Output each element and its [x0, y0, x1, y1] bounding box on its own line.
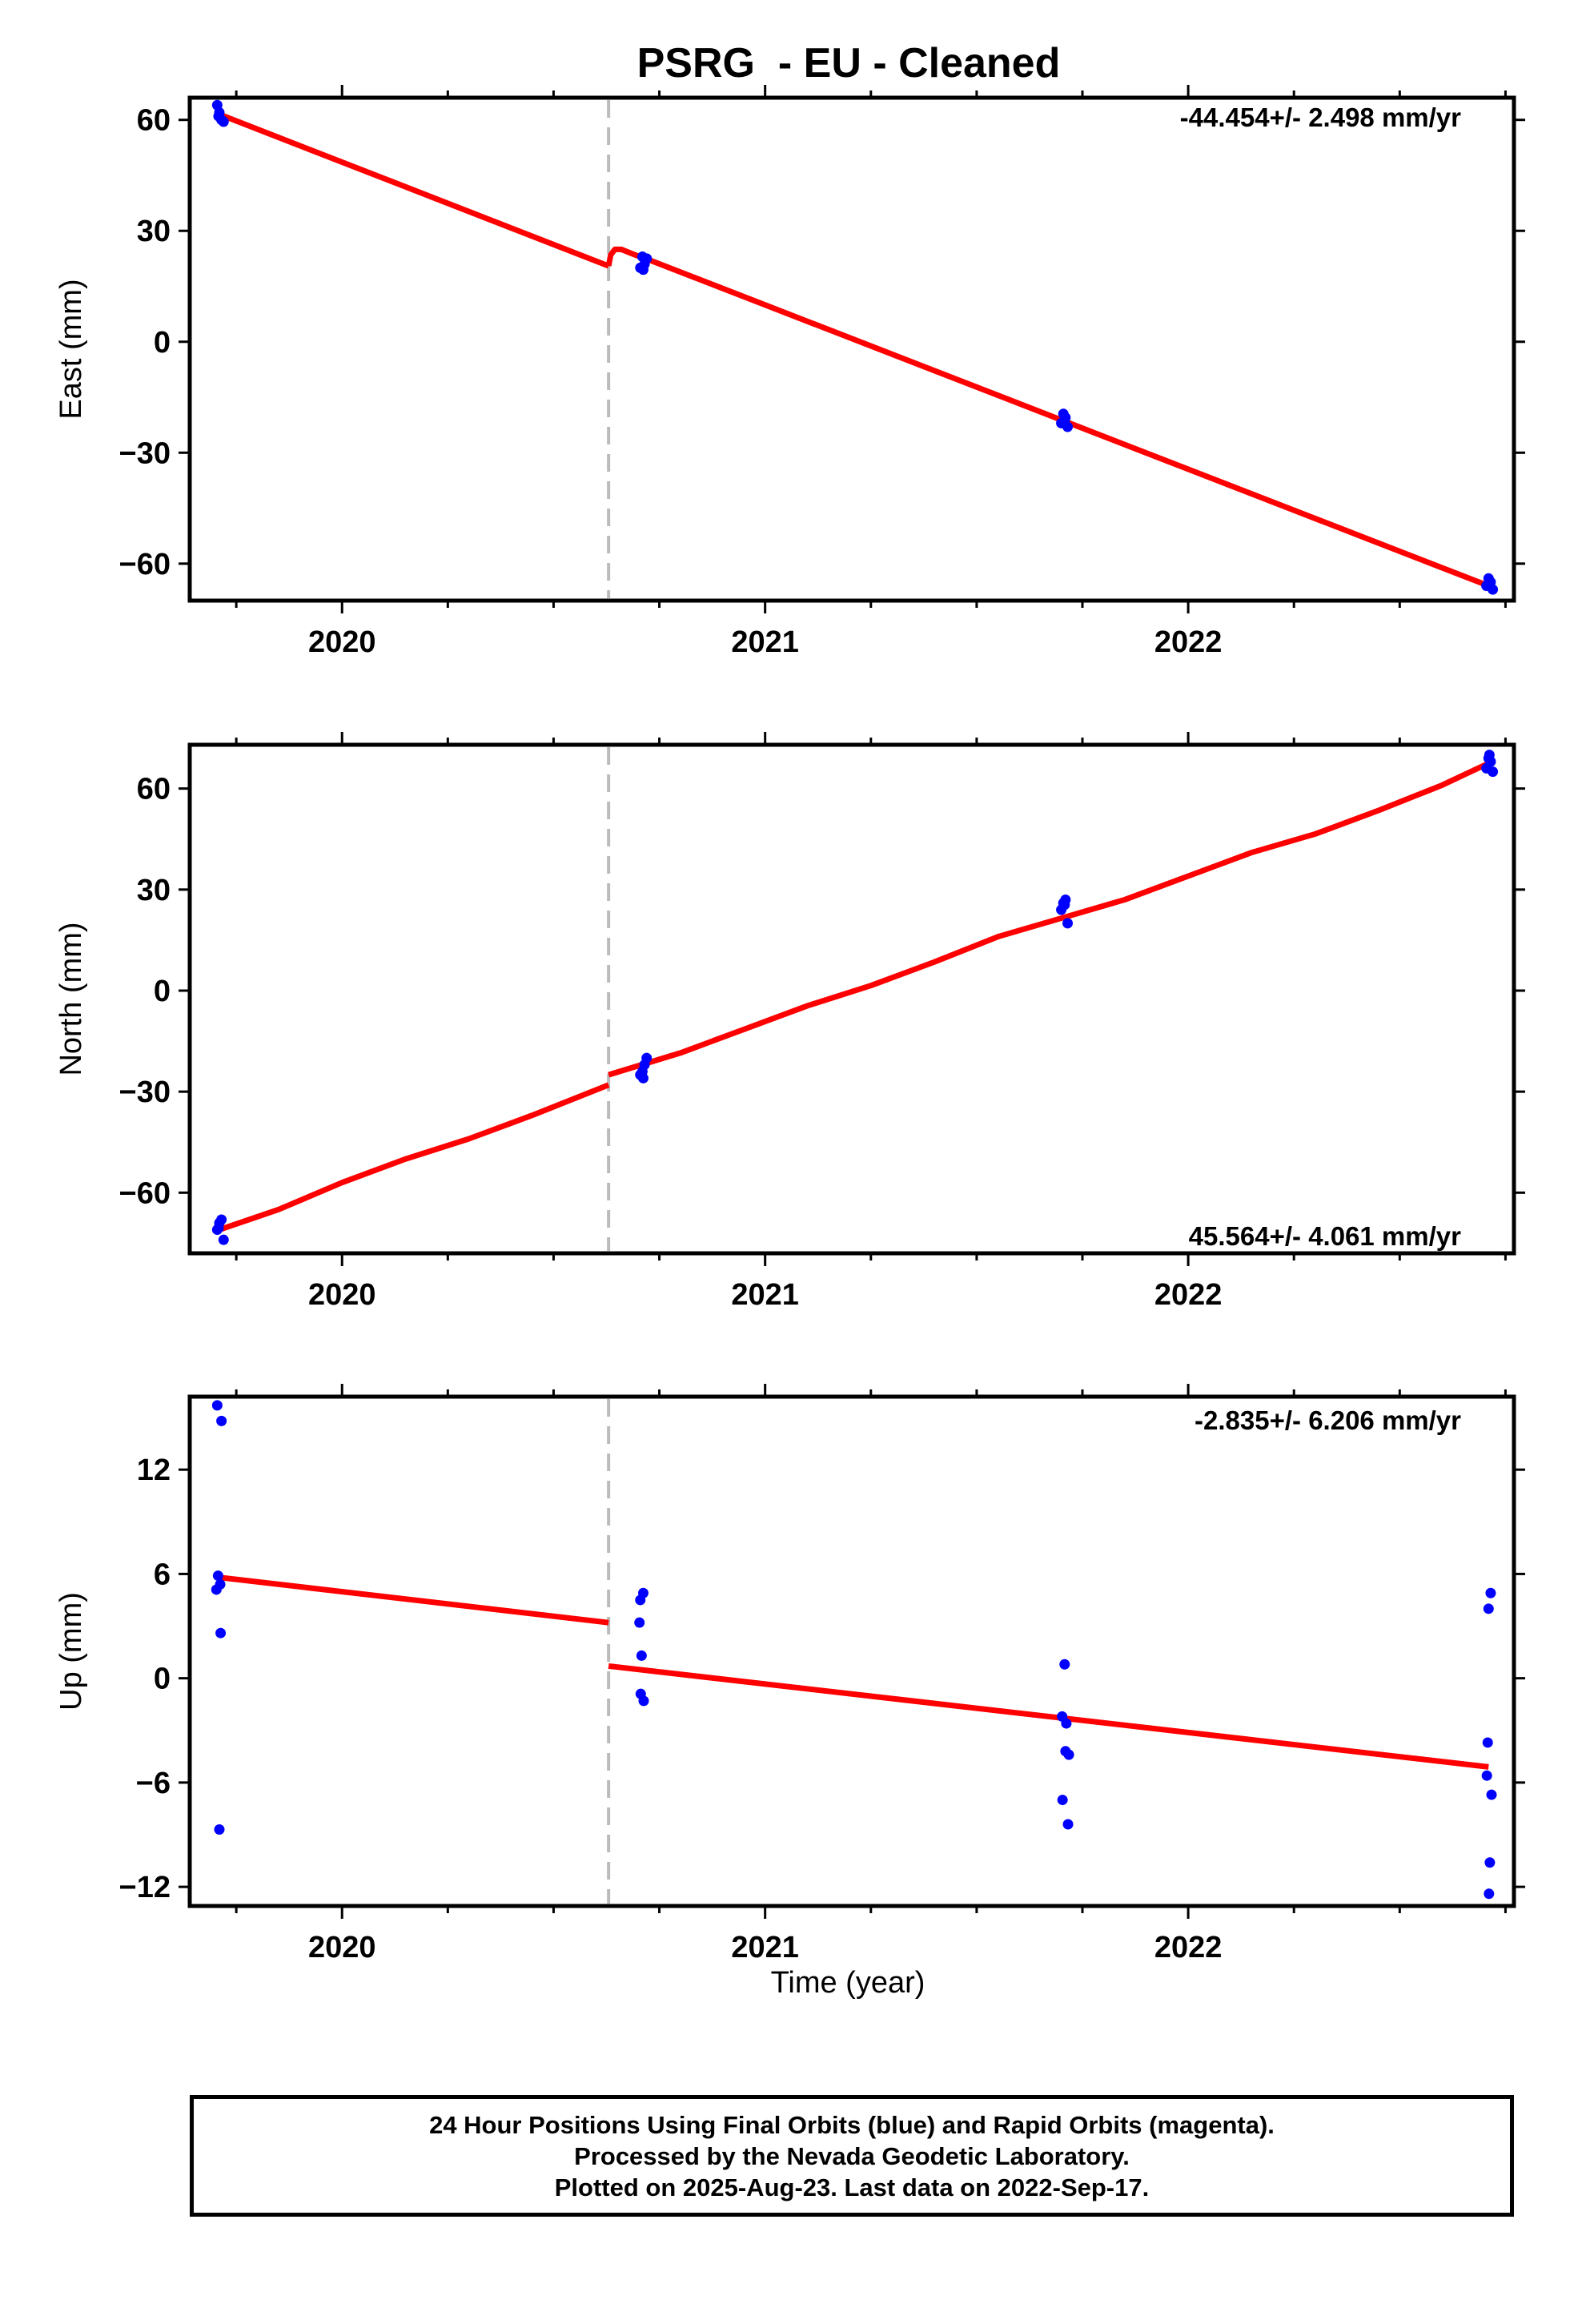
- position-point: [1485, 1587, 1496, 1598]
- y-tick-label: −30: [119, 436, 171, 470]
- plot-frame: [187, 95, 1516, 603]
- fit-line-segment: [219, 1574, 609, 1626]
- y-tick-label: 0: [154, 1663, 171, 1696]
- position-point: [1059, 1659, 1070, 1670]
- position-point: [637, 1587, 648, 1598]
- position-point: [216, 1214, 227, 1225]
- position-point: [216, 1415, 227, 1426]
- x-tick-label: 2020: [308, 1278, 376, 1312]
- y-axis-label: North (mm): [54, 922, 88, 1076]
- position-point: [1057, 1795, 1068, 1806]
- position-point: [1488, 766, 1499, 778]
- x-tick-label: 2022: [1154, 1931, 1223, 1964]
- caption-line-3: Plotted on 2025-Aug-23. Last data on 202…: [554, 2173, 1150, 2201]
- x-tick-label: 2021: [731, 1278, 799, 1312]
- position-point: [634, 1617, 645, 1628]
- x-tick-label: 2021: [731, 1931, 799, 1964]
- position-point: [1063, 1749, 1074, 1760]
- position-point: [641, 253, 652, 264]
- position-point: [1482, 1737, 1493, 1748]
- position-point: [215, 1578, 226, 1590]
- position-point: [213, 1222, 224, 1233]
- fit-line-segment: [218, 111, 610, 269]
- position-point: [1486, 1789, 1497, 1800]
- position-point: [636, 1650, 647, 1661]
- fit-line-segment: [608, 1663, 1489, 1770]
- caption-line-2: Processed by the Nevada Geodetic Laborat…: [574, 2141, 1130, 2170]
- position-point: [213, 111, 224, 122]
- y-tick-label: 0: [154, 975, 171, 1008]
- up-panel: 12 6 0 −6 −12 2020 2021 2022 Up (mm) -2.835+/- 6.…: [54, 1384, 1525, 1964]
- x-tick-label: 2022: [1154, 625, 1223, 659]
- y-tick-label: 30: [137, 215, 171, 248]
- position-point: [1484, 1857, 1496, 1868]
- position-point: [215, 1627, 227, 1638]
- y-tick-label: −30: [119, 1076, 171, 1109]
- y-tick-label: 6: [154, 1558, 171, 1591]
- position-point: [1484, 1888, 1495, 1900]
- x-axis-label: Time (year): [771, 1966, 926, 2000]
- y-axis-label: East (mm): [54, 279, 88, 419]
- plot-frame: [187, 1394, 1516, 1908]
- rate-annotation: -44.454+/- 2.498 mm/yr: [1180, 103, 1461, 132]
- x-tick-label: 2020: [308, 625, 376, 659]
- plot-frame: [187, 742, 1516, 1256]
- y-tick-label: −60: [119, 548, 171, 581]
- y-tick-label: 0: [154, 326, 171, 360]
- position-point: [211, 1400, 223, 1411]
- position-point: [1483, 1603, 1494, 1614]
- position-point: [1484, 578, 1495, 589]
- fit-line-segment: [608, 760, 1490, 1078]
- x-tick-label: 2021: [731, 625, 799, 659]
- position-point: [1481, 1770, 1492, 1781]
- fit-line-segment: [218, 1082, 610, 1232]
- position-point: [1062, 1819, 1074, 1830]
- caption-box: 24 Hour Positions Using Final Orbits (bl…: [190, 2095, 1514, 2217]
- position-point: [637, 264, 648, 275]
- y-tick-label: 30: [137, 874, 171, 907]
- north-panel: 60 30 0 −30 −60 2020 2021 2022 North (mm) 45.564+…: [54, 732, 1525, 1312]
- rate-annotation: -2.835+/- 6.206 mm/yr: [1195, 1405, 1461, 1435]
- position-point: [214, 1823, 225, 1835]
- y-tick-label: 60: [137, 104, 171, 138]
- position-point: [641, 1052, 652, 1063]
- position-point: [1059, 416, 1070, 427]
- east-panel: 60 30 0 −30 −60 2020 2021 2022 East (mm) -44.454+…: [54, 85, 1525, 659]
- x-tick-label: 2020: [308, 1931, 376, 1964]
- position-point: [212, 1570, 223, 1582]
- y-tick-label: −60: [119, 1176, 171, 1210]
- y-tick-label: 60: [137, 773, 171, 806]
- position-point: [1059, 899, 1070, 911]
- position-point: [1061, 1718, 1072, 1729]
- y-tick-label: −6: [136, 1767, 171, 1800]
- position-point: [638, 1695, 649, 1707]
- position-point: [1062, 918, 1074, 929]
- caption-line-1: 24 Hour Positions Using Final Orbits (bl…: [429, 2110, 1275, 2139]
- y-axis-label: Up (mm): [54, 1592, 88, 1711]
- position-point: [1484, 750, 1495, 761]
- position-point: [218, 1234, 229, 1245]
- rate-annotation: 45.564+/- 4.061 mm/yr: [1189, 1221, 1461, 1251]
- y-tick-label: −12: [119, 1871, 171, 1904]
- figure-title: PSRG - EU - Cleaned: [637, 40, 1061, 86]
- x-tick-label: 2022: [1154, 1278, 1223, 1312]
- fit-line-segment: [605, 246, 1490, 589]
- y-tick-label: 12: [137, 1454, 171, 1487]
- position-point: [637, 1072, 648, 1084]
